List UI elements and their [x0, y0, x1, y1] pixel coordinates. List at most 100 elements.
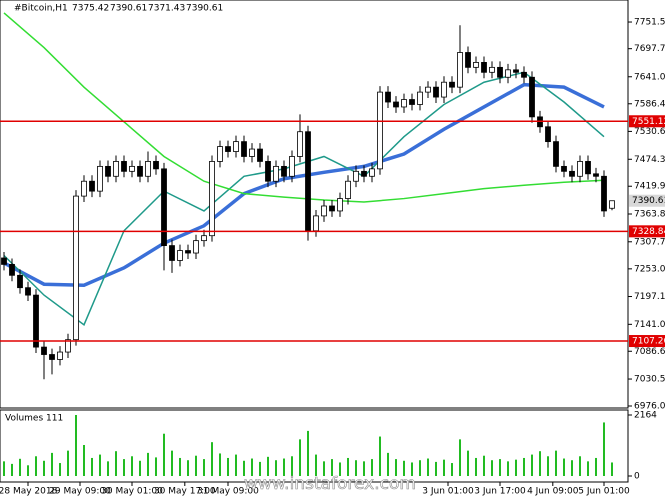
x-tick-label: 4 Jun 09:00 [527, 487, 579, 497]
candle-body [121, 161, 127, 172]
candle-body [577, 161, 583, 177]
candle-body [217, 146, 223, 162]
y-tick-label: 7141.00 [634, 320, 665, 330]
header-high: 7390.61 [110, 4, 147, 14]
candle-body [401, 99, 407, 108]
candle-body [545, 126, 551, 143]
candle-body [433, 86, 439, 98]
candle-body [97, 165, 103, 192]
candle-body [601, 175, 607, 212]
candle-body [489, 66, 495, 73]
candle-body [265, 161, 271, 182]
y-tick-label: 7474.35 [634, 155, 665, 165]
y-tick-label: 7363.80 [634, 210, 665, 220]
x-tick-label: 29 May 09:00 [49, 487, 111, 497]
candle-body [593, 173, 599, 177]
x-tick-label: 28 May 2018 [0, 487, 58, 497]
level-label: 7107.26 [632, 337, 665, 347]
candle-body [33, 294, 39, 348]
candle-body [481, 62, 487, 73]
candle-body [281, 165, 287, 177]
candle-body [49, 354, 55, 360]
candle-body [1, 257, 7, 265]
candle-body [609, 200, 615, 209]
candle-body [441, 81, 447, 98]
candle-body [417, 91, 423, 105]
candle-body [297, 131, 303, 157]
moving-average [3, 12, 605, 203]
candle-body [249, 148, 255, 157]
candle-body [89, 180, 95, 192]
candle-body [105, 165, 111, 177]
y-tick-label: 7586.45 [634, 99, 665, 109]
candle-body [521, 71, 527, 78]
level-label-box [629, 225, 665, 238]
x-tick-label: 3 Jun 01:00 [422, 487, 474, 497]
candle-body [81, 180, 87, 197]
y-tick-label: 7419.90 [634, 182, 665, 192]
header-close: 7390.61 [186, 4, 223, 14]
candle-body [257, 148, 263, 162]
price-panel [0, 0, 629, 409]
candle-body [17, 274, 23, 289]
candle-body [137, 165, 143, 177]
candle-body [313, 215, 319, 232]
candle-body [377, 91, 383, 170]
level-label-box [629, 115, 665, 128]
candle-body [553, 141, 559, 167]
candle-body [73, 195, 79, 341]
y2-tick-label: 2164 [634, 411, 657, 421]
candle-body [585, 161, 591, 175]
y-tick-label: 7751.56 [634, 18, 665, 28]
candle-body [569, 170, 575, 177]
y-tick-label: 7253.05 [634, 264, 665, 274]
candle-body [129, 165, 135, 172]
candle-body [425, 86, 431, 93]
x-tick-label: 30 May 01:00 [101, 487, 163, 497]
candle-body [449, 81, 455, 88]
candle-body [321, 205, 327, 217]
candle-body [329, 205, 335, 212]
candle-body [345, 180, 351, 199]
candle-body [273, 165, 279, 182]
candle-body [145, 161, 151, 177]
candle-body [473, 62, 479, 68]
candle-body [409, 99, 415, 105]
candle-body [41, 346, 47, 355]
y-tick-label: 7697.71 [634, 44, 665, 54]
y-tick-label: 6976.06 [634, 401, 665, 411]
candle-body [225, 146, 231, 152]
candle-body [65, 339, 71, 353]
candle-body [153, 161, 159, 170]
y-tick-label: 7641.00 [634, 72, 665, 82]
candle-body [241, 141, 247, 157]
candle-body [193, 240, 199, 254]
moving-average [3, 71, 605, 326]
candle-body [305, 131, 311, 232]
candle-body [337, 198, 343, 212]
candle-body [457, 52, 463, 88]
candle-body [513, 69, 519, 73]
level-label: 7551.12 [632, 117, 665, 127]
level-label-box [629, 335, 665, 348]
header: #Bitcoin,H1 7375.42 7390.61 7371.43 7390… [14, 4, 223, 14]
y-tick-label: 7086.60 [634, 347, 665, 357]
price-label-box [629, 194, 665, 207]
candle-body [9, 264, 15, 276]
candle-body [25, 287, 31, 296]
x-tick-label: 5 Jun 01:00 [578, 487, 630, 497]
candle-body [161, 168, 167, 246]
candle-body [185, 250, 191, 254]
candle-body [505, 69, 511, 78]
candle-body [57, 351, 63, 360]
candle-body [465, 52, 471, 68]
header-low: 7371.43 [148, 4, 185, 14]
candle-body [361, 170, 367, 177]
candle-body [369, 168, 375, 177]
candle-body [289, 156, 295, 177]
x-tick-label: 31 May 09:00 [197, 487, 259, 497]
x-tick-label: 3 Jun 17:00 [474, 487, 526, 497]
header-open: 7375.42 [72, 4, 109, 14]
y-tick-label: 7197.15 [634, 292, 665, 302]
